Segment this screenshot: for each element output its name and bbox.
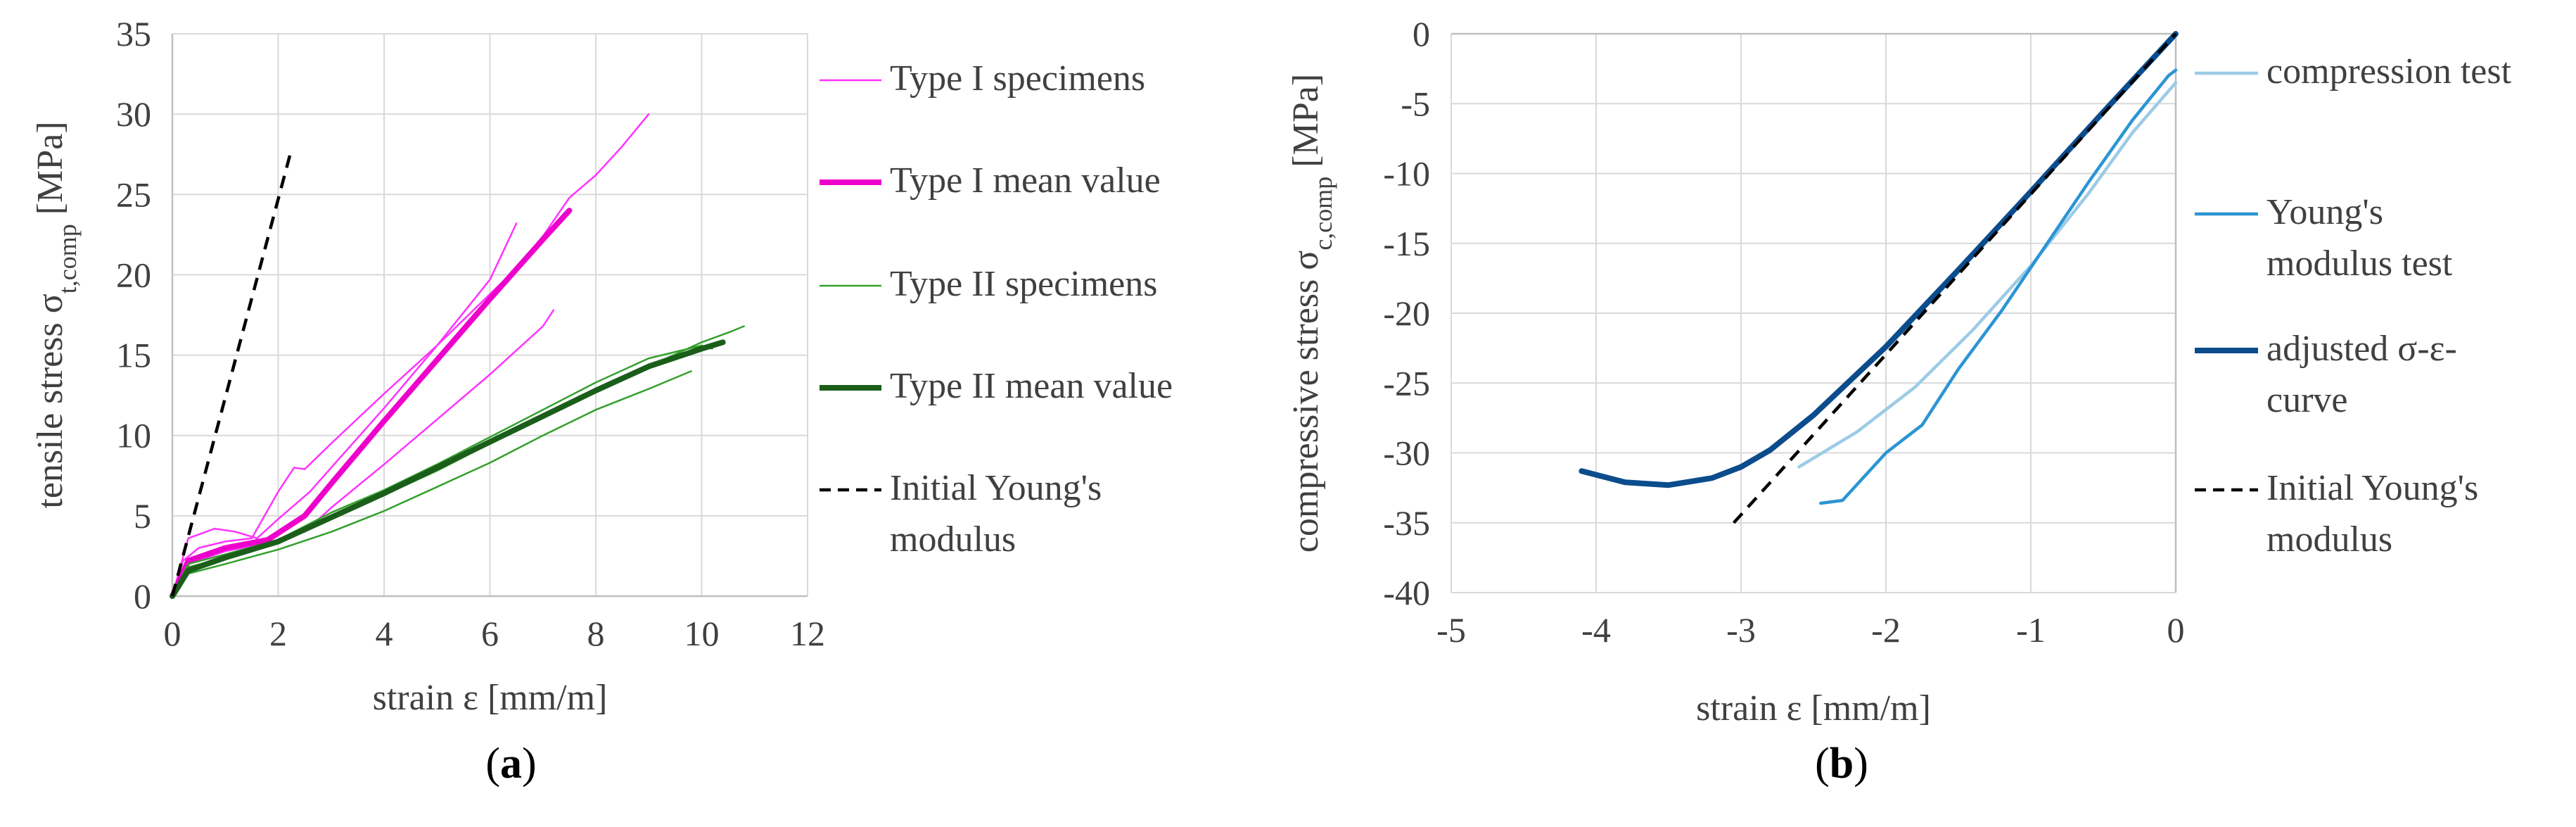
legend-label: Young's xyxy=(2266,192,2383,232)
y-tick-label: 35 xyxy=(116,14,151,53)
legend: Type I specimens Type I mean value Type II… xyxy=(820,58,1173,560)
panel-label: (b) xyxy=(1815,740,1868,788)
panel-label-open: ( xyxy=(1815,740,1830,788)
y-axis-title-main: compressive stress σ xyxy=(1286,251,1326,553)
y-tick-label: -30 xyxy=(1383,434,1430,473)
legend-label: Type I specimens xyxy=(890,58,1145,99)
y-tick-label: 25 xyxy=(116,175,151,214)
legend-label: adjusted σ-ε- xyxy=(2266,329,2457,369)
series-line-type-ii-mean-value xyxy=(170,339,726,599)
panel-label: (a) xyxy=(485,740,536,788)
series-line-adjusted-curve xyxy=(1579,31,2179,488)
y-tick-label: 10 xyxy=(116,416,151,455)
gridlines xyxy=(172,33,808,597)
gridlines xyxy=(1450,33,2176,593)
x-tick-label: 0 xyxy=(2167,610,2185,650)
x-tick-label: -5 xyxy=(1436,610,1466,650)
y-tick-label: 0 xyxy=(134,576,151,616)
series-line-type-i-mean-value xyxy=(170,208,573,599)
panel-label-close: ) xyxy=(522,740,537,788)
x-tick-label: 2 xyxy=(269,614,287,653)
y-axis-title-subscript: t,comp xyxy=(53,224,82,293)
legend: compression test Young's modulus test adjus… xyxy=(2195,51,2512,560)
y-tick-label: -35 xyxy=(1383,503,1430,543)
x-tick-label: 4 xyxy=(376,614,393,653)
series-line-initial-young-s-modulus xyxy=(170,149,293,597)
y-tick-label: 20 xyxy=(116,255,151,294)
legend-label: modulus xyxy=(890,519,1016,560)
y-tick-label: -40 xyxy=(1383,573,1430,612)
legend-label: Initial Young's xyxy=(2266,468,2478,508)
legend-label: Initial Young's xyxy=(890,468,1102,508)
x-tick-label: 6 xyxy=(481,614,499,653)
legend-label: Type I mean value xyxy=(890,160,1161,201)
series-line-young-s-modulus-test xyxy=(1819,68,2178,505)
y-axis-title-main: tensile stress σ xyxy=(30,293,70,508)
series-line-type-ii-specimen-2 xyxy=(171,370,692,598)
series-line-type-i-specimen-2 xyxy=(171,222,518,598)
legend-label: modulus test xyxy=(2266,244,2453,284)
x-tick-label: 8 xyxy=(587,614,605,653)
series-line-initial-young-s-modulus xyxy=(1733,32,2177,524)
x-tick-label: 0 xyxy=(164,614,181,653)
series-line-compression-test xyxy=(1797,81,2178,469)
y-tick-label: 5 xyxy=(134,496,151,536)
y-axis-title-unit: [MPa] xyxy=(1286,74,1326,177)
y-tick-label: -15 xyxy=(1383,224,1430,263)
y-axis-title-unit: [MPa] xyxy=(30,121,70,224)
x-axis-title: strain ε [mm/m] xyxy=(1696,688,1931,728)
x-axis-title: strain ε [mm/m] xyxy=(373,678,608,718)
legend-label: Type II mean value xyxy=(890,366,1173,406)
x-tick-label: 12 xyxy=(790,614,825,653)
panel-label-letter: a xyxy=(500,740,522,788)
y-tick-label: -5 xyxy=(1401,84,1430,123)
series-line-type-i-specimen-3 xyxy=(171,309,555,598)
y-tick-label: -10 xyxy=(1383,154,1430,194)
x-tick-label: -3 xyxy=(1726,610,1756,650)
x-tick-label: -4 xyxy=(1581,610,1611,650)
series-group xyxy=(1579,31,2179,524)
x-tick-label: -2 xyxy=(1871,610,1901,650)
y-tick-label: -20 xyxy=(1383,293,1430,333)
panel-label-letter: b xyxy=(1830,740,1854,788)
series-line-type-ii-specimen-3 xyxy=(171,344,713,598)
series-line-type-i-specimen-1 xyxy=(171,113,650,598)
y-axis-title: tensile stress σt,comp [MPa] xyxy=(30,121,82,508)
y-tick-label: 15 xyxy=(116,336,151,375)
chart-a: 0 2 4 6 8 10 12 0 5 10 15 20 25 30 35 strain ε [mm/m] te… xyxy=(30,14,1173,788)
x-tick-label: -1 xyxy=(2016,610,2046,650)
y-axis-title: compressive stress σc,comp [MPa] xyxy=(1286,74,1337,553)
legend-label: compression test xyxy=(2266,51,2512,91)
legend-label: curve xyxy=(2266,380,2347,420)
series-group xyxy=(170,113,745,599)
y-tick-label: 0 xyxy=(1413,14,1430,53)
legend-label: Type II specimens xyxy=(890,264,1157,304)
panel-label-close: ) xyxy=(1854,740,1868,788)
panel-label-open: ( xyxy=(485,740,500,788)
y-axis-title-subscript: c,comp xyxy=(1309,177,1337,251)
y-tick-label: 30 xyxy=(116,94,151,134)
y-tick-label: -25 xyxy=(1383,363,1430,403)
chart-b: -5 -4 -3 -2 -1 00-5-10-15-20-25-30-35-40strai… xyxy=(1286,14,2512,788)
legend-label: modulus xyxy=(2266,519,2392,560)
x-tick-label: 10 xyxy=(684,614,720,653)
